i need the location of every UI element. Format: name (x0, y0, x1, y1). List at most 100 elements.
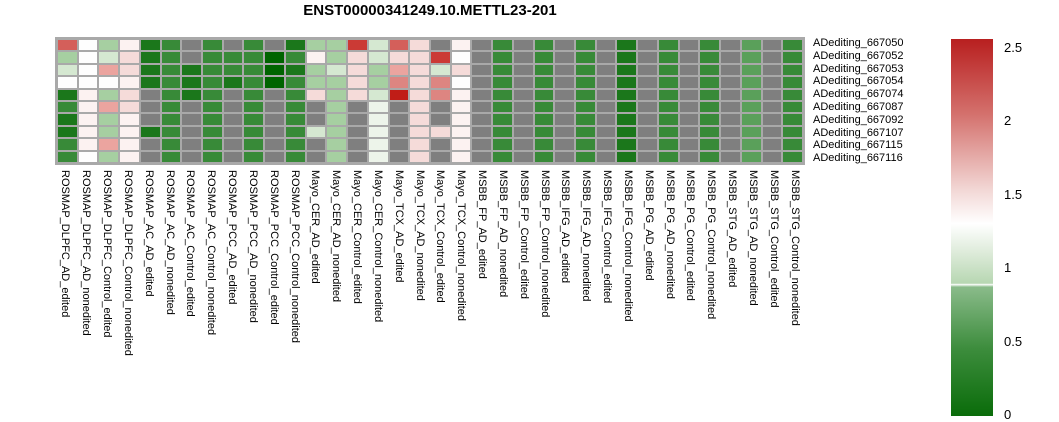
heatmap-cell (679, 114, 699, 125)
heatmap-cell (596, 139, 616, 150)
heatmap-cell (306, 77, 326, 88)
heatmap-cell (389, 101, 409, 113)
heatmap-cell (576, 77, 595, 88)
heatmap-cell (244, 89, 264, 100)
col-label: ROSMAP_AC_AD_edited (142, 170, 155, 297)
heatmap-cell (140, 52, 160, 63)
heatmap-cell (78, 139, 98, 150)
heatmap-cell (555, 139, 575, 150)
heatmap-cell (327, 101, 347, 113)
heatmap-cell (679, 52, 699, 63)
heatmap-cell (265, 151, 284, 162)
col-label: Mayo_TCX_Control_nonedited (455, 170, 468, 322)
heatmap-cell (120, 114, 139, 125)
heatmap-cell (265, 77, 284, 88)
heatmap-cell (451, 89, 471, 100)
heatmap-cell (679, 64, 699, 76)
heatmap-cell (700, 114, 720, 125)
heatmap-cell (161, 40, 181, 51)
heatmap-cell (306, 89, 326, 100)
heatmap-cell (78, 89, 98, 100)
heatmap-cell (721, 64, 740, 76)
heatmap-cell (244, 101, 264, 113)
row-label: ADediting_667074 (813, 88, 904, 101)
row-label: ADediting_667053 (813, 62, 904, 75)
chart-title: ENST00000341249.10.METTL23-201 (303, 2, 557, 19)
heatmap-cell (161, 101, 181, 113)
heatmap-cell (472, 52, 492, 63)
heatmap-cell (472, 64, 492, 76)
heatmap-cell (596, 40, 616, 51)
heatmap-cell (679, 139, 699, 150)
heatmap-cell (140, 40, 160, 51)
heatmap-cell (389, 139, 409, 150)
heatmap-cell (576, 139, 595, 150)
heatmap-cell (99, 77, 119, 88)
heatmap-cell (140, 151, 160, 162)
heatmap-cell (223, 64, 243, 76)
heatmap-cell (140, 114, 160, 125)
heatmap-cell (513, 40, 533, 51)
col-label: MSBB_FP_Control_edited (517, 170, 530, 300)
heatmap-cell (534, 77, 554, 88)
heatmap-cell (576, 114, 595, 125)
heatmap-cell (700, 139, 720, 150)
row-label: ADediting_667116 (813, 152, 903, 165)
heatmap-cell (389, 77, 409, 88)
heatmap-cell (762, 139, 782, 150)
heatmap-cell (451, 126, 471, 138)
heatmap-cell (700, 89, 720, 100)
heatmap-cell (783, 52, 802, 63)
heatmap-cell (555, 89, 575, 100)
heatmap-cell (99, 139, 119, 150)
heatmap-cell (741, 77, 761, 88)
heatmap-cell (762, 52, 782, 63)
heatmap-cell (348, 89, 367, 100)
heatmap-cell (638, 101, 657, 113)
col-label: ROSMAP_PCC_AD_nonedited (246, 170, 259, 323)
heatmap-cell (700, 64, 720, 76)
col-label: MSBB_IFG_Control_edited (601, 170, 614, 304)
heatmap-cell (348, 139, 367, 150)
heatmap-cell (762, 64, 782, 76)
heatmap-cell (451, 101, 471, 113)
heatmap-cell (617, 40, 637, 51)
heatmap-cell (783, 77, 802, 88)
heatmap-cell (120, 151, 139, 162)
heatmap-grid (55, 37, 805, 165)
heatmap-cell (368, 40, 388, 51)
heatmap-cell (534, 114, 554, 125)
heatmap-cell (617, 101, 637, 113)
heatmap-cell (555, 40, 575, 51)
colorbar-tick: 1 (1004, 259, 1012, 275)
heatmap-cell (265, 52, 284, 63)
heatmap-cell (306, 151, 326, 162)
heatmap-cell (638, 126, 657, 138)
heatmap-cell (348, 151, 367, 162)
heatmap-cell (99, 101, 119, 113)
heatmap-cell (721, 77, 740, 88)
heatmap-cell (58, 64, 77, 76)
heatmap-cell (472, 151, 492, 162)
heatmap-cell (306, 114, 326, 125)
heatmap-cell (596, 52, 616, 63)
heatmap-cell (265, 40, 284, 51)
col-label: MSBB_IFG_AD_nonedited (580, 170, 593, 302)
heatmap-cell (783, 126, 802, 138)
heatmap-cell (576, 40, 595, 51)
heatmap-cell (306, 101, 326, 113)
heatmap-cell (58, 89, 77, 100)
heatmap-cell (555, 114, 575, 125)
heatmap-cell (244, 77, 264, 88)
heatmap-cell (285, 114, 305, 125)
heatmap-cell (721, 151, 740, 162)
heatmap-cell (617, 64, 637, 76)
heatmap-cell (182, 52, 202, 63)
heatmap-cell (534, 126, 554, 138)
heatmap-cell (451, 114, 471, 125)
heatmap-cell (576, 101, 595, 113)
heatmap-cell (700, 126, 720, 138)
heatmap-cell (410, 151, 429, 162)
heatmap-cell (493, 139, 512, 150)
heatmap-cell (161, 151, 181, 162)
